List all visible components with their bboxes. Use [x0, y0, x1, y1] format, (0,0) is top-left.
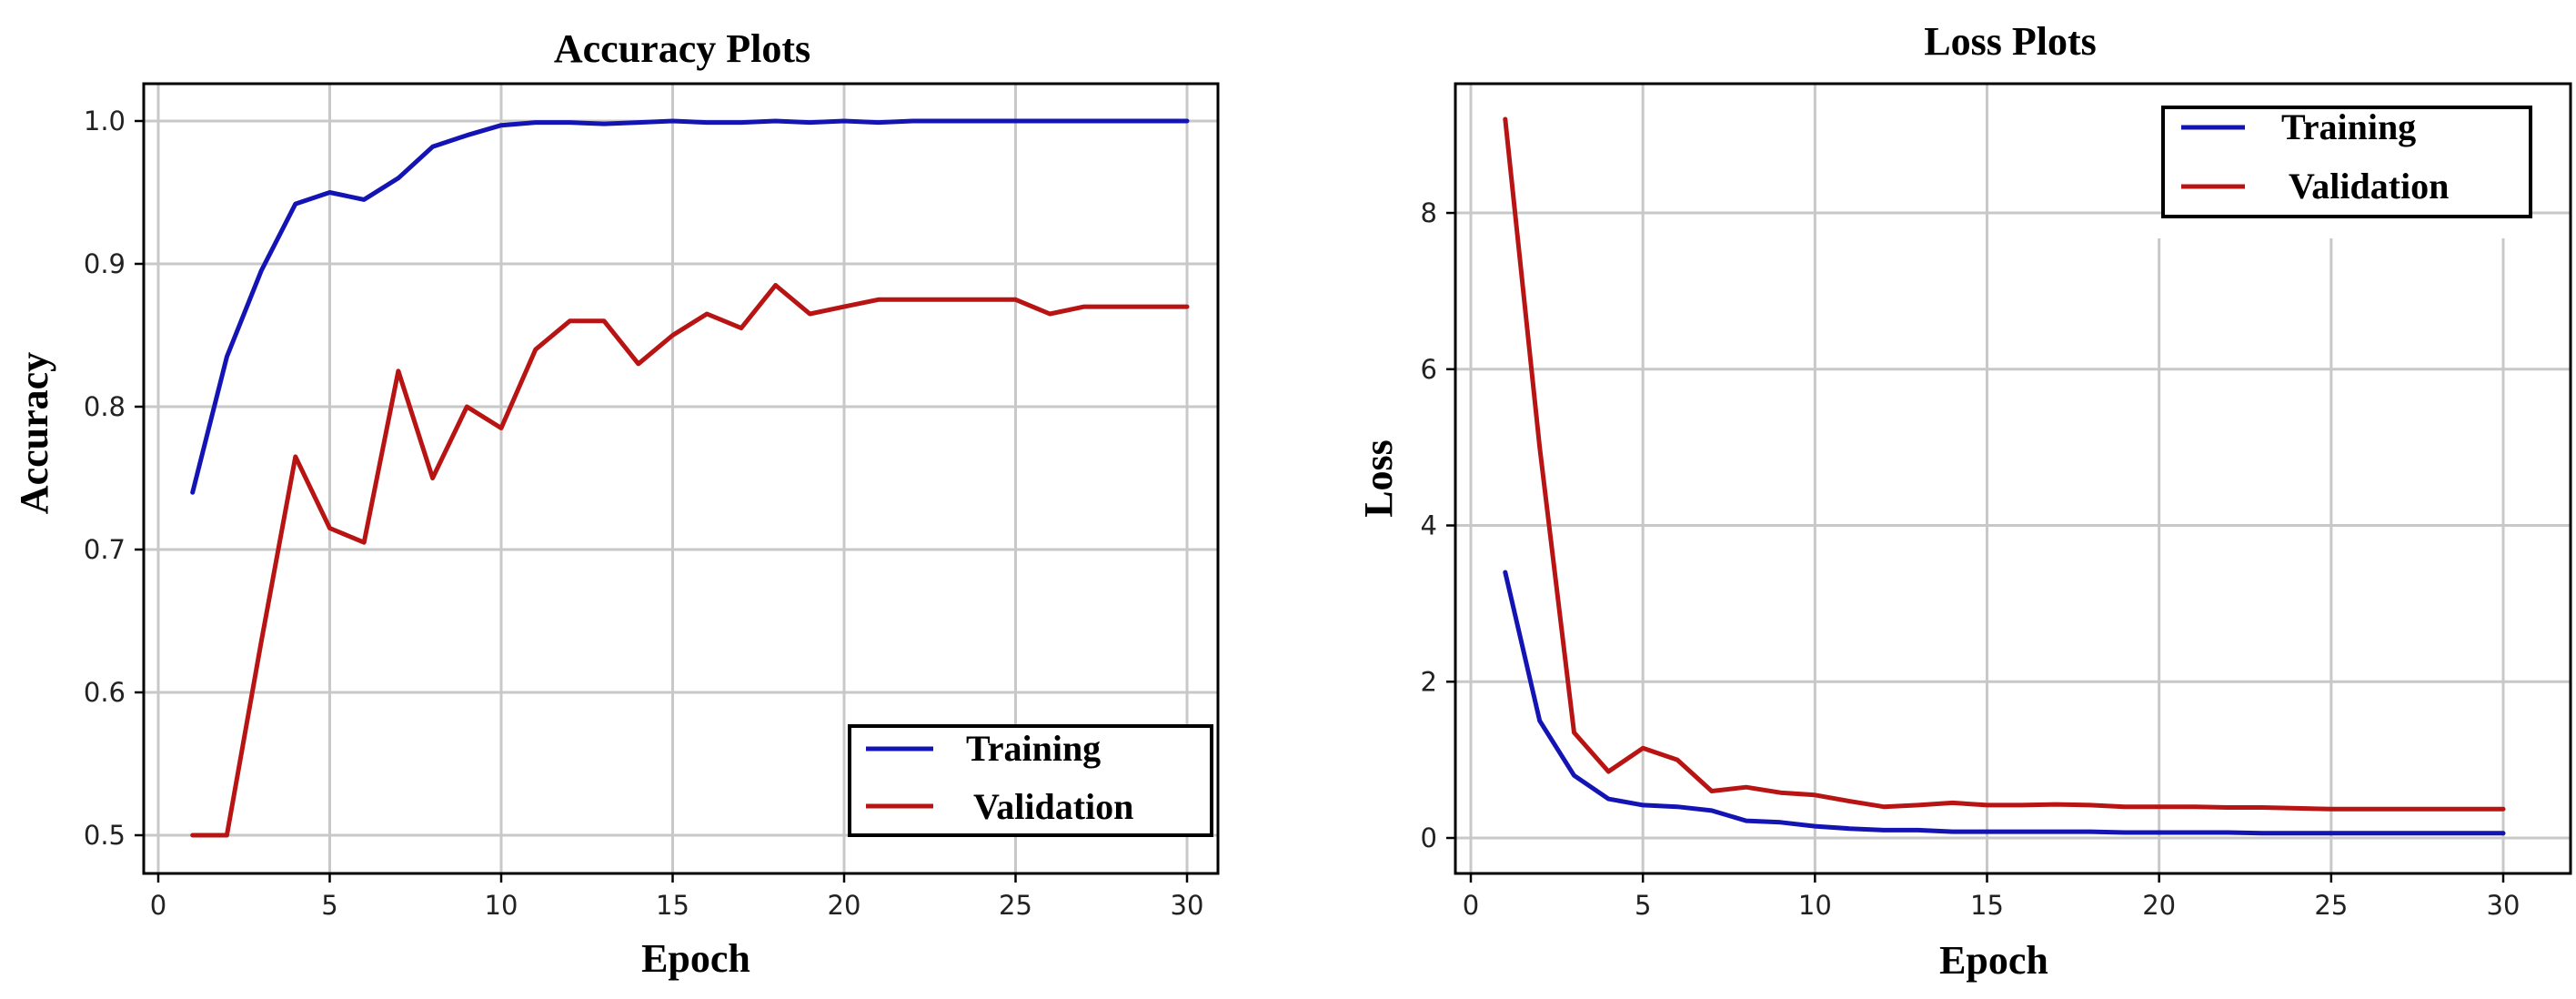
loss-x-tick-label: 20: [2142, 890, 2176, 921]
accuracy-legend-box: [848, 724, 1213, 837]
loss-x-tick-label: 10: [1798, 890, 1832, 921]
accuracy-y-axis-label: Accuracy: [12, 352, 56, 514]
loss-legend-training-label: Training: [2281, 106, 2416, 147]
accuracy-y-tick-label: 1.0: [84, 106, 126, 136]
accuracy-y-tick-label: 0.6: [84, 677, 126, 708]
loss-y-tick-label: 8: [1421, 197, 1437, 228]
loss-y-axis-label: Loss: [1356, 439, 1401, 518]
accuracy-validation-line: [190, 283, 1190, 838]
accuracy-x-tick-label: 30: [1171, 890, 1204, 921]
loss-x-tick-label: 15: [1970, 890, 2004, 921]
loss-chart-title: Loss Plots: [1924, 19, 2096, 64]
accuracy-y-tick-label: 0.5: [84, 820, 126, 851]
loss-x-tick-label: 0: [1463, 890, 1479, 921]
accuracy-x-tick-label: 20: [828, 890, 861, 921]
loss-training-line: [1503, 570, 2506, 836]
loss-x-tick-label: 5: [1635, 890, 1651, 921]
accuracy-chart: Accuracy Plots 0 5 10 15 20 25 30 0.5 0.6 0.7 0.8 0…: [12, 26, 1220, 981]
loss-y-tick-label: 4: [1421, 510, 1437, 541]
loss-legend: Training Validation: [2161, 106, 2532, 218]
accuracy-x-axis-label: Epoch: [641, 936, 750, 981]
accuracy-y-tick-label: 0.9: [84, 248, 126, 279]
loss-x-axis-label: Epoch: [1939, 938, 2048, 983]
accuracy-x-tick-label: 0: [150, 890, 166, 921]
accuracy-y-tick-label: 0.7: [84, 534, 126, 565]
accuracy-plot-area: [142, 82, 1220, 875]
accuracy-y-tick-label: 0.8: [84, 391, 126, 422]
loss-validation-line: [1503, 116, 2506, 812]
loss-y-tick-label: 6: [1421, 354, 1437, 385]
accuracy-legend-training-label: Training: [966, 728, 1101, 769]
loss-plot-area: [1454, 82, 2572, 875]
loss-y-tick-label: 2: [1421, 666, 1437, 697]
accuracy-x-tick-label: 5: [321, 890, 337, 921]
accuracy-x-tick-label: 10: [485, 890, 518, 921]
loss-legend-validation-label: Validation: [2289, 166, 2449, 207]
loss-y-tick-label: 0: [1421, 822, 1437, 853]
loss-x-tick-label: 30: [2487, 890, 2521, 921]
accuracy-chart-title: Accuracy Plots: [554, 26, 810, 71]
accuracy-legend: Training Validation: [848, 724, 1213, 837]
accuracy-x-tick-label: 15: [656, 890, 689, 921]
accuracy-training-line: [190, 118, 1190, 495]
loss-x-tick-label: 25: [2314, 890, 2348, 921]
accuracy-legend-validation-label: Validation: [973, 786, 1133, 827]
accuracy-x-tick-label: 25: [999, 890, 1032, 921]
